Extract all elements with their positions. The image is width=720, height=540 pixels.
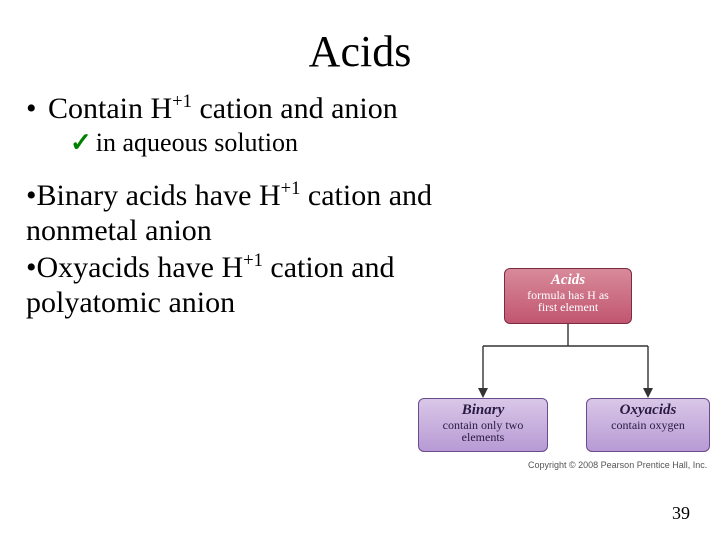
acids-diagram: Acids formula has H as first element Bin…	[418, 268, 718, 498]
diagram-copyright: Copyright © 2008 Pearson Prentice Hall, …	[528, 460, 707, 470]
diagram-connector	[418, 324, 718, 400]
sub-bullet-1: ✓in aqueous solution	[70, 128, 698, 158]
binary-node-line2: elements	[425, 431, 541, 444]
bullet-2-sup: +1	[281, 178, 301, 199]
bullet-1-pre: Contain H	[48, 92, 172, 125]
oxy-node-title: Oxyacids	[593, 403, 703, 419]
bullet-1-sup: +1	[172, 91, 192, 112]
bullet-1: •Contain H+1 cation and anion	[26, 91, 698, 126]
check-icon: ✓	[70, 128, 92, 157]
bullet-3-pre: Oxyacids have H	[37, 251, 244, 284]
binary-node-title: Binary	[425, 403, 541, 419]
bullet-3: •Oxyacids have H+1 cation and polyatomic…	[26, 250, 446, 320]
diagram-node-oxyacids: Oxyacids contain oxygen	[586, 398, 710, 452]
diagram-node-acids: Acids formula has H as first element	[504, 268, 632, 324]
bullet-1-post: cation and anion	[192, 92, 398, 125]
acids-node-title: Acids	[511, 273, 625, 289]
slide-title: Acids	[22, 26, 698, 77]
bullet-2-pre: Binary acids have H	[37, 179, 281, 212]
sub-bullet-text: in aqueous solution	[96, 128, 298, 157]
bullet-2: •Binary acids have H+1 cation and nonmet…	[26, 178, 446, 248]
bullet-3-sup: +1	[243, 250, 263, 271]
acids-node-line2: first element	[511, 301, 625, 314]
page-number: 39	[672, 503, 690, 524]
diagram-node-binary: Binary contain only two elements	[418, 398, 548, 452]
oxy-node-line1: contain oxygen	[593, 419, 703, 432]
